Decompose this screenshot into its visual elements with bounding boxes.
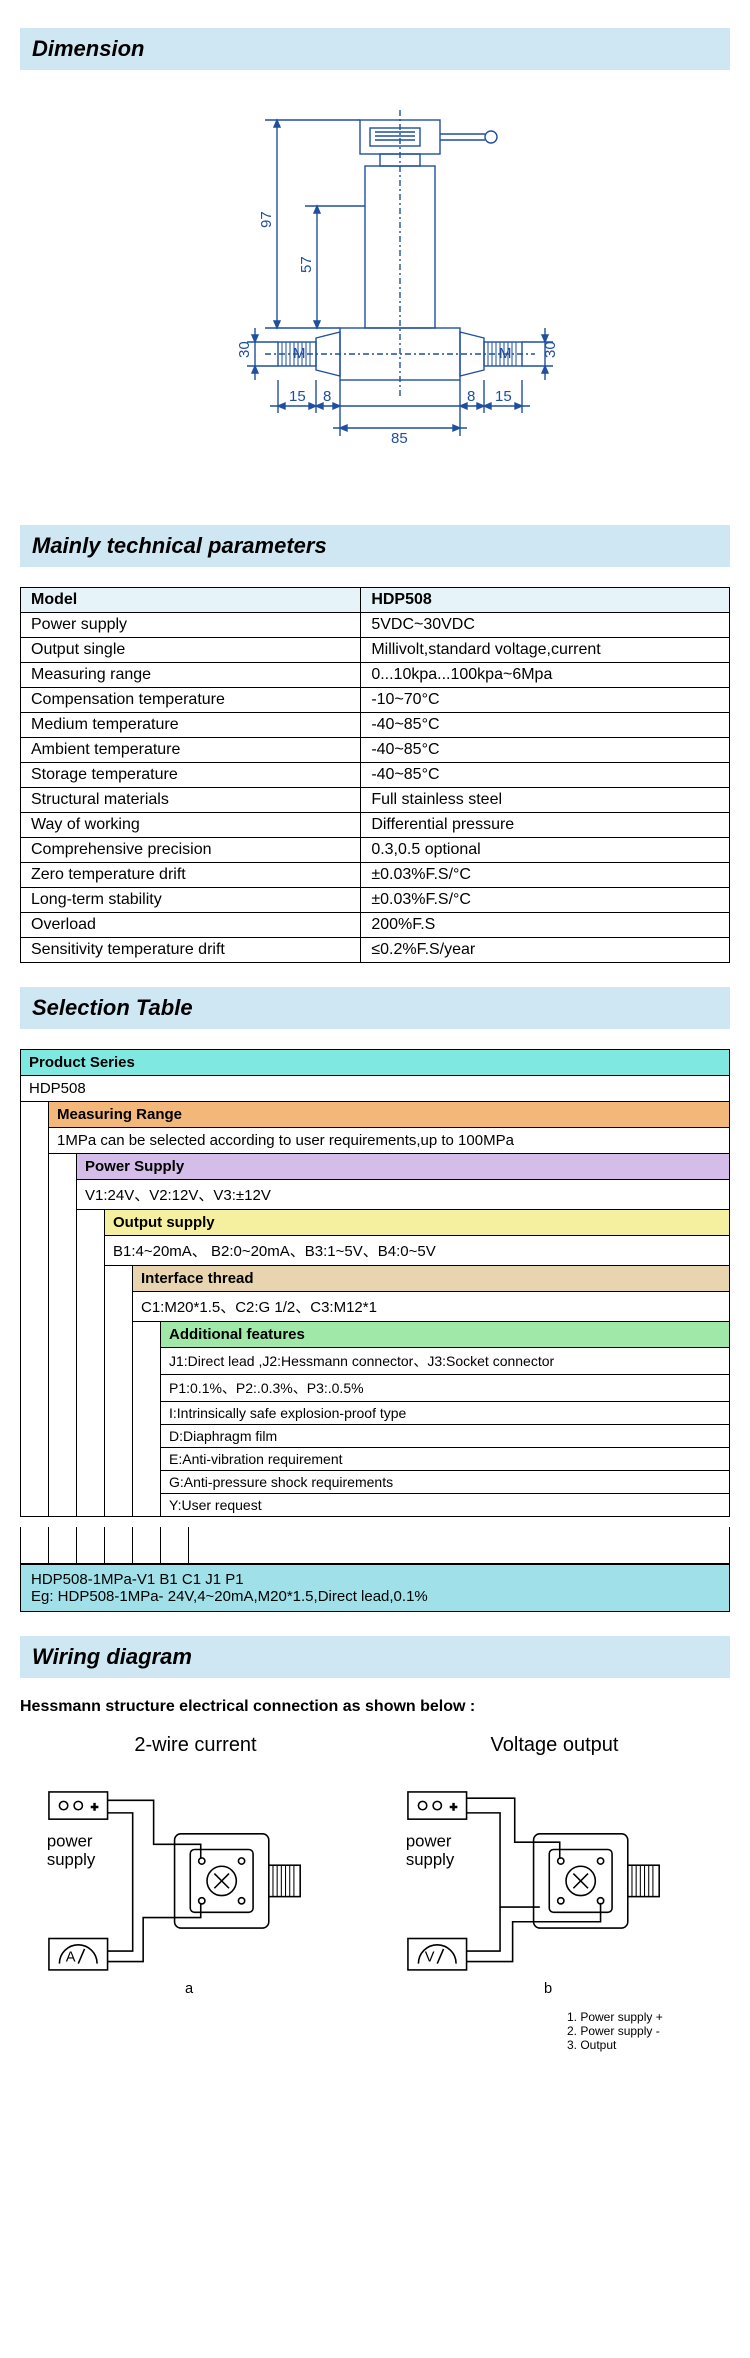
sel-power-supply-title: Power Supply [77,1154,729,1180]
svg-text:V: V [425,1950,435,1966]
spec-val: ±0.03%F.S/°C [361,863,730,888]
feature-row: E:Anti-vibration requirement [161,1448,729,1471]
spec-val: -10~70°C [361,688,730,713]
sel-additional-title: Additional features [161,1322,729,1348]
spec-key: Output single [21,638,361,663]
section-header-params: Mainly technical parameters [20,525,730,567]
spec-val: 0...10kpa...100kpa~6Mpa [361,663,730,688]
svg-text:+: + [450,1800,457,1814]
wiring-diagrams: 2-wire current + [20,1734,730,2076]
spec-table: ModelHDP508 Power supply5VDC~30VDCOutput… [20,587,730,963]
spec-key: Zero temperature drift [21,863,361,888]
wiring-legend: 1. Power supply + 2. Power supply - 3. O… [387,2010,722,2052]
feature-row: G:Anti-pressure shock requirements [161,1471,729,1494]
svg-text:M: M [293,345,306,362]
spec-key: Structural materials [21,788,361,813]
spec-key: Compensation temperature [21,688,361,713]
feature-row: D:Diaphragm film [161,1425,729,1448]
svg-text:8: 8 [467,388,475,405]
svg-text:85: 85 [391,430,408,447]
example-line1: HDP508-1MPa-V1 B1 C1 J1 P1 [31,1571,719,1588]
svg-text:a: a [185,1981,194,1997]
spec-header-value: HDP508 [361,588,730,613]
sel-measuring-range-val: 1MPa can be selected according to user r… [49,1128,729,1154]
sel-interface-thread-val: C1:M20*1.5、C2:G 1/2、C3:M12*1 [133,1292,729,1322]
selection-example: HDP508-1MPa-V1 B1 C1 J1 P1 Eg: HDP508-1M… [20,1564,730,1612]
spec-key: Ambient temperature [21,738,361,763]
spec-val: ≤0.2%F.S/year [361,938,730,963]
feature-row: I:Intrinsically safe explosion-proof typ… [161,1402,729,1425]
svg-text:15: 15 [495,388,512,405]
selection-example-lines [20,1527,730,1564]
wiring-left-title: 2-wire current [28,1734,363,1757]
spec-key: Comprehensive precision [21,838,361,863]
sel-measuring-range-title: Measuring Range [49,1102,729,1128]
svg-text:b: b [544,1981,552,1997]
spec-key: Measuring range [21,663,361,688]
spec-key: Medium temperature [21,713,361,738]
spec-val: Full stainless steel [361,788,730,813]
sel-interface-thread-title: Interface thread [133,1266,729,1292]
svg-text:supply: supply [47,1850,96,1869]
spec-val: 200%F.S [361,913,730,938]
svg-text:15: 15 [289,388,306,405]
section-header-wiring: Wiring diagram [20,1636,730,1678]
section-header-selection: Selection Table [20,987,730,1029]
feature-row: J1:Direct lead ,J2:Hessmann connector、J3… [161,1348,729,1375]
feature-row: P1:0.1%、P2:.0.3%、P3:.0.5% [161,1375,729,1402]
svg-text:power: power [47,1831,93,1850]
spec-key: Overload [21,913,361,938]
selection-table: Product Series HDP508 Measuring Range 1M… [20,1049,730,1517]
svg-text:supply: supply [406,1850,455,1869]
sel-output-supply-val: B1:4~20mA、 B2:0~20mA、B3:1~5V、B4:0~5V [105,1236,729,1266]
spec-val: ±0.03%F.S/°C [361,888,730,913]
wiring-caption: Hessmann structure electrical connection… [20,1698,730,1716]
sel-product-series-title: Product Series [21,1050,729,1076]
spec-val: Differential pressure [361,813,730,838]
wiring-left-svg: + [28,1771,363,2001]
spec-val: -40~85°C [361,763,730,788]
svg-text:97: 97 [258,211,275,228]
svg-text:57: 57 [298,256,315,273]
feature-row: Y:User request [161,1494,729,1516]
svg-text:8: 8 [323,388,331,405]
sel-product-series-val: HDP508 [21,1076,729,1102]
svg-text:A: A [66,1950,76,1966]
spec-key: Power supply [21,613,361,638]
wiring-right-svg: + [387,1771,722,2001]
spec-key: Storage temperature [21,763,361,788]
svg-text:30: 30 [236,341,253,358]
wiring-right-title: Voltage output [387,1734,722,1757]
svg-text:M: M [499,345,512,362]
spec-val: Millivolt,standard voltage,current [361,638,730,663]
svg-text:power: power [406,1831,452,1850]
spec-key: Long-term stability [21,888,361,913]
spec-key: Sensitivity temperature drift [21,938,361,963]
sel-output-supply-title: Output supply [105,1210,729,1236]
spec-val: -40~85°C [361,713,730,738]
svg-text:30: 30 [542,341,559,358]
example-line2: Eg: HDP508-1MPa- 24V,4~20mA,M20*1.5,Dire… [31,1588,719,1605]
section-header-dimension: Dimension [20,28,730,70]
spec-key: Way of working [21,813,361,838]
sel-power-supply-val: V1:24V、V2:12V、V3:±12V [77,1180,729,1210]
spec-val: -40~85°C [361,738,730,763]
dimension-drawing: 97 57 30 30 15 8 8 15 85 M M [20,90,730,507]
spec-val: 5VDC~30VDC [361,613,730,638]
spec-val: 0.3,0.5 optional [361,838,730,863]
spec-header-model: Model [21,588,361,613]
svg-text:+: + [91,1800,98,1814]
